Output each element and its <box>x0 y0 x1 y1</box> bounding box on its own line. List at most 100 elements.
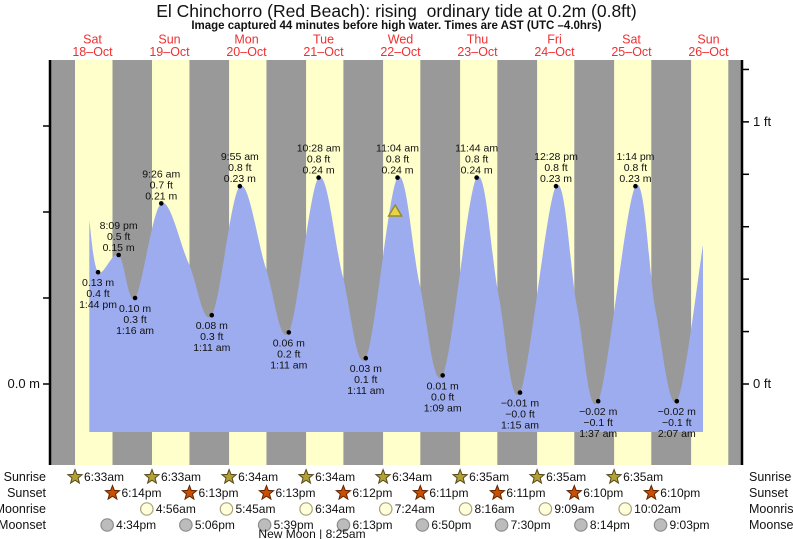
tide-extreme-dot <box>674 398 680 404</box>
sunset-time: 6:10pm <box>583 486 623 500</box>
moonset-icon <box>257 518 272 532</box>
moonset-time: 8:14pm <box>590 518 630 532</box>
left-axis-label: 0.0 m <box>7 376 40 391</box>
day-date-label: 26–Oct <box>688 45 729 59</box>
tide-extreme-dot <box>316 175 321 180</box>
moonset-icon <box>653 518 668 532</box>
low-tide-annotation: 0.4 ft <box>86 288 109 300</box>
sunrise-icon <box>66 468 84 485</box>
sunset-time: 6:12pm <box>352 486 392 500</box>
low-tide-annotation: 0.06 m <box>273 337 305 349</box>
low-tide-annotation: 0.2 ft <box>277 348 300 360</box>
moonrise-time: 5:45am <box>235 502 275 516</box>
high-tide-annotation: 11:44 am <box>455 143 498 155</box>
moonrise-time: 8:16am <box>475 502 515 516</box>
high-tide-annotation: 0.8 ft <box>544 162 567 174</box>
day-name-label: Thu <box>467 33 489 47</box>
sunrise-icon <box>605 468 623 485</box>
sunrise-time: 6:34am <box>392 470 432 484</box>
sunset-time: 6:11pm <box>429 486 468 500</box>
low-tide-annotation: 0.08 m <box>196 320 228 332</box>
day-name-label: Sun <box>697 33 719 47</box>
high-tide-annotation: 0.8 ft <box>465 154 488 166</box>
almanac-row-label-left: Sunset <box>7 486 46 500</box>
sunset-time: 6:14pm <box>121 486 161 500</box>
high-tide-annotation: 10:28 am <box>297 143 341 155</box>
low-tide-annotation: 0.01 m <box>427 380 459 392</box>
low-tide-annotation: −0.02 m <box>579 406 617 418</box>
day-date-label: 25–Oct <box>611 45 652 59</box>
almanac-row-label-left: Sunrise <box>4 470 46 484</box>
sunrise-time: 6:34am <box>238 470 278 484</box>
low-tide-annotation: −0.1 ft <box>583 417 613 429</box>
day-name-label: Sat <box>622 33 641 47</box>
almanac-row-label-left: Moonrise <box>0 502 46 516</box>
sunrise-icon <box>297 468 315 485</box>
day-name-label: Sun <box>158 33 180 47</box>
moonset-icon <box>100 518 114 532</box>
sunset-icon <box>411 484 429 501</box>
moonrise-time: 6:34am <box>315 502 355 516</box>
sunset-icon <box>488 484 506 501</box>
high-tide-annotation: 0.24 m <box>381 165 413 177</box>
high-tide-annotation: 11:04 am <box>376 143 419 155</box>
tide-extreme-dot <box>595 398 601 404</box>
tide-extreme-dot <box>517 390 523 395</box>
sunset-icon <box>257 484 275 501</box>
almanac-row-label-right: Sunset <box>749 486 788 500</box>
sunrise-time: 6:35am <box>546 470 586 484</box>
moonset-time: 6:13pm <box>352 518 392 532</box>
almanac-row-label-right: Sunrise <box>749 470 791 484</box>
tide-extreme-dot <box>286 330 292 335</box>
day-name-label: Sat <box>83 33 102 47</box>
tide-extreme-dot <box>474 175 479 180</box>
high-tide-annotation: 9:55 am <box>221 151 259 163</box>
low-tide-annotation: 0.0 ft <box>431 391 454 403</box>
moonset-time: 9:03pm <box>670 518 710 532</box>
low-tide-annotation: 1:44 pm <box>79 299 117 311</box>
moonrise-time: 10:02am <box>634 502 681 516</box>
moonset-time: 7:30pm <box>511 518 551 532</box>
high-tide-annotation: 0.7 ft <box>150 179 173 191</box>
moonrise-time: 4:56am <box>156 502 196 516</box>
day-name-label: Fri <box>547 33 562 47</box>
high-tide-annotation: 0.8 ft <box>307 154 330 166</box>
high-tide-annotation: 0.5 ft <box>107 231 130 243</box>
moonrise-icon <box>219 502 234 516</box>
high-tide-annotation: 0.24 m <box>461 165 493 177</box>
moonset-icon <box>494 518 509 532</box>
high-tide-annotation: 0.24 m <box>303 165 335 177</box>
high-tide-annotation: 0.8 ft <box>386 154 409 166</box>
sunrise-icon <box>528 468 546 485</box>
sunrise-icon <box>143 468 161 485</box>
sunset-time: 6:13pm <box>275 486 315 500</box>
sunrise-time: 6:33am <box>161 470 201 484</box>
day-date-label: 18–Oct <box>72 45 113 59</box>
chart-subtitle: Image captured 44 minutes before high wa… <box>191 20 602 32</box>
right-axis-label: 1 ft <box>753 114 771 129</box>
tide-extreme-dot <box>363 355 369 361</box>
moonset-icon <box>415 518 430 532</box>
low-tide-annotation: 1:16 am <box>116 325 154 337</box>
tide-extreme-dot <box>633 183 638 189</box>
day-date-label: 24–Oct <box>534 45 575 59</box>
high-tide-annotation: 0.23 m <box>619 173 651 185</box>
low-tide-annotation: 1:15 am <box>501 420 539 432</box>
sunset-icon <box>565 484 583 501</box>
day-date-label: 21–Oct <box>303 45 344 59</box>
high-tide-annotation: 0.23 m <box>224 173 256 185</box>
moonset-time: 4:34pm <box>116 518 156 532</box>
sunset-icon <box>104 484 121 501</box>
high-tide-annotation: 12:28 pm <box>534 151 578 163</box>
tide-curve-area <box>89 176 704 432</box>
moonset-icon <box>179 518 193 532</box>
sunrise-time: 6:33am <box>84 470 124 484</box>
right-axis-label: 0 ft <box>753 376 771 391</box>
high-tide-annotation: 0.8 ft <box>624 162 647 174</box>
tide-extreme-dot <box>209 312 215 318</box>
tide-extreme-dot <box>158 201 164 206</box>
low-tide-annotation: 0.3 ft <box>200 331 223 343</box>
moonset-time: 5:39pm <box>274 518 314 532</box>
